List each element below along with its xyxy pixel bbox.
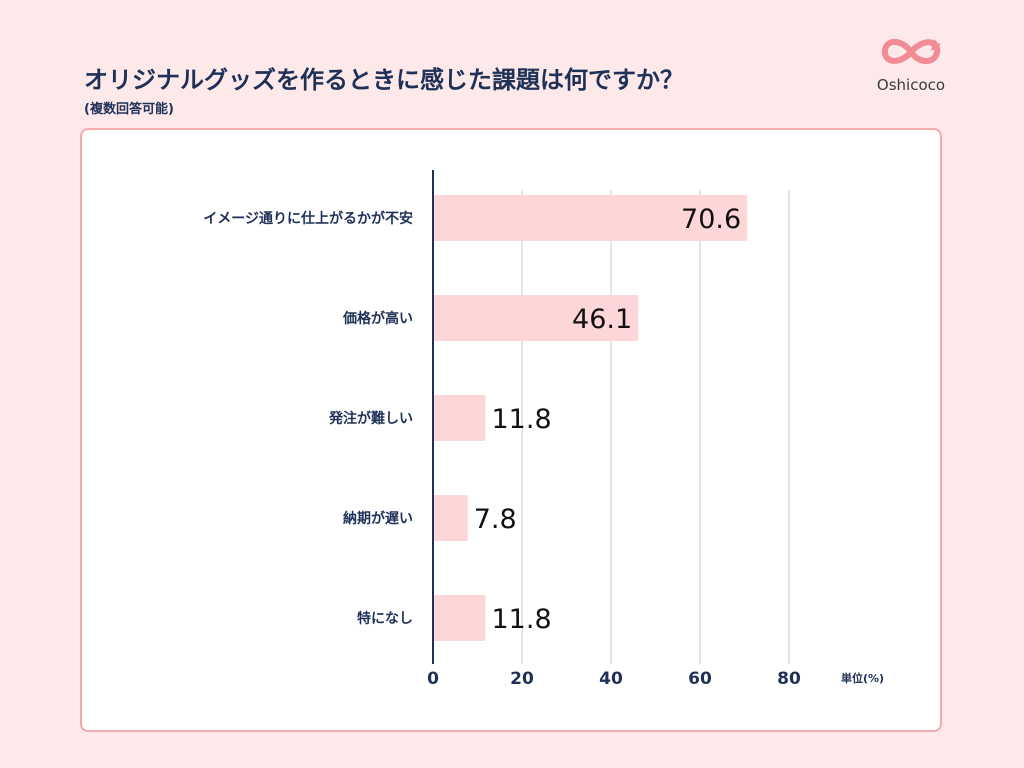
brand-name: Oshicoco — [876, 76, 946, 94]
bar-1 — [433, 295, 639, 341]
category-label-2: 発注が難しい — [328, 410, 413, 427]
tick-label-80: 80 — [777, 669, 801, 689]
chart-card: イメージ通りに仕上がるかが不安 70.6 価格が高い 46.1 発注が難しい 11.8 納期… — [80, 128, 942, 732]
page-title: オリジナルグッズを作るときに感じた課題は何ですか？ — [84, 66, 684, 94]
brand-logo: Oshicoco — [866, 34, 956, 94]
bar-0 — [433, 195, 748, 241]
bar-3 — [433, 495, 468, 541]
category-label-0: イメージ通りに仕上がるかが不安 — [203, 210, 413, 227]
value-label-2: 11.8 — [492, 404, 552, 435]
infinity-heart-icon — [881, 39, 941, 64]
page-subtitle: (複数回答可能) — [84, 102, 174, 117]
bar-2 — [433, 395, 486, 441]
category-label-3: 納期が遅い — [343, 510, 413, 527]
tick-label-40: 40 — [599, 669, 623, 689]
tick-label-60: 60 — [688, 669, 712, 689]
unit-label: 単位(%) — [841, 671, 884, 685]
tick-label-20: 20 — [510, 669, 534, 689]
value-label-3: 7.8 — [474, 504, 517, 535]
bar-4 — [433, 595, 486, 641]
value-label-0: 70.6 — [681, 204, 741, 235]
bar-chart: イメージ通りに仕上がるかが不安 70.6 価格が高い 46.1 発注が難しい 11.8 納期… — [203, 170, 884, 689]
category-label-1: 価格が高い — [342, 310, 413, 327]
tick-label-0: 0 — [427, 669, 439, 689]
value-label-1: 46.1 — [572, 304, 632, 335]
value-label-4: 11.8 — [492, 604, 552, 635]
category-label-4: 特になし — [357, 610, 413, 627]
